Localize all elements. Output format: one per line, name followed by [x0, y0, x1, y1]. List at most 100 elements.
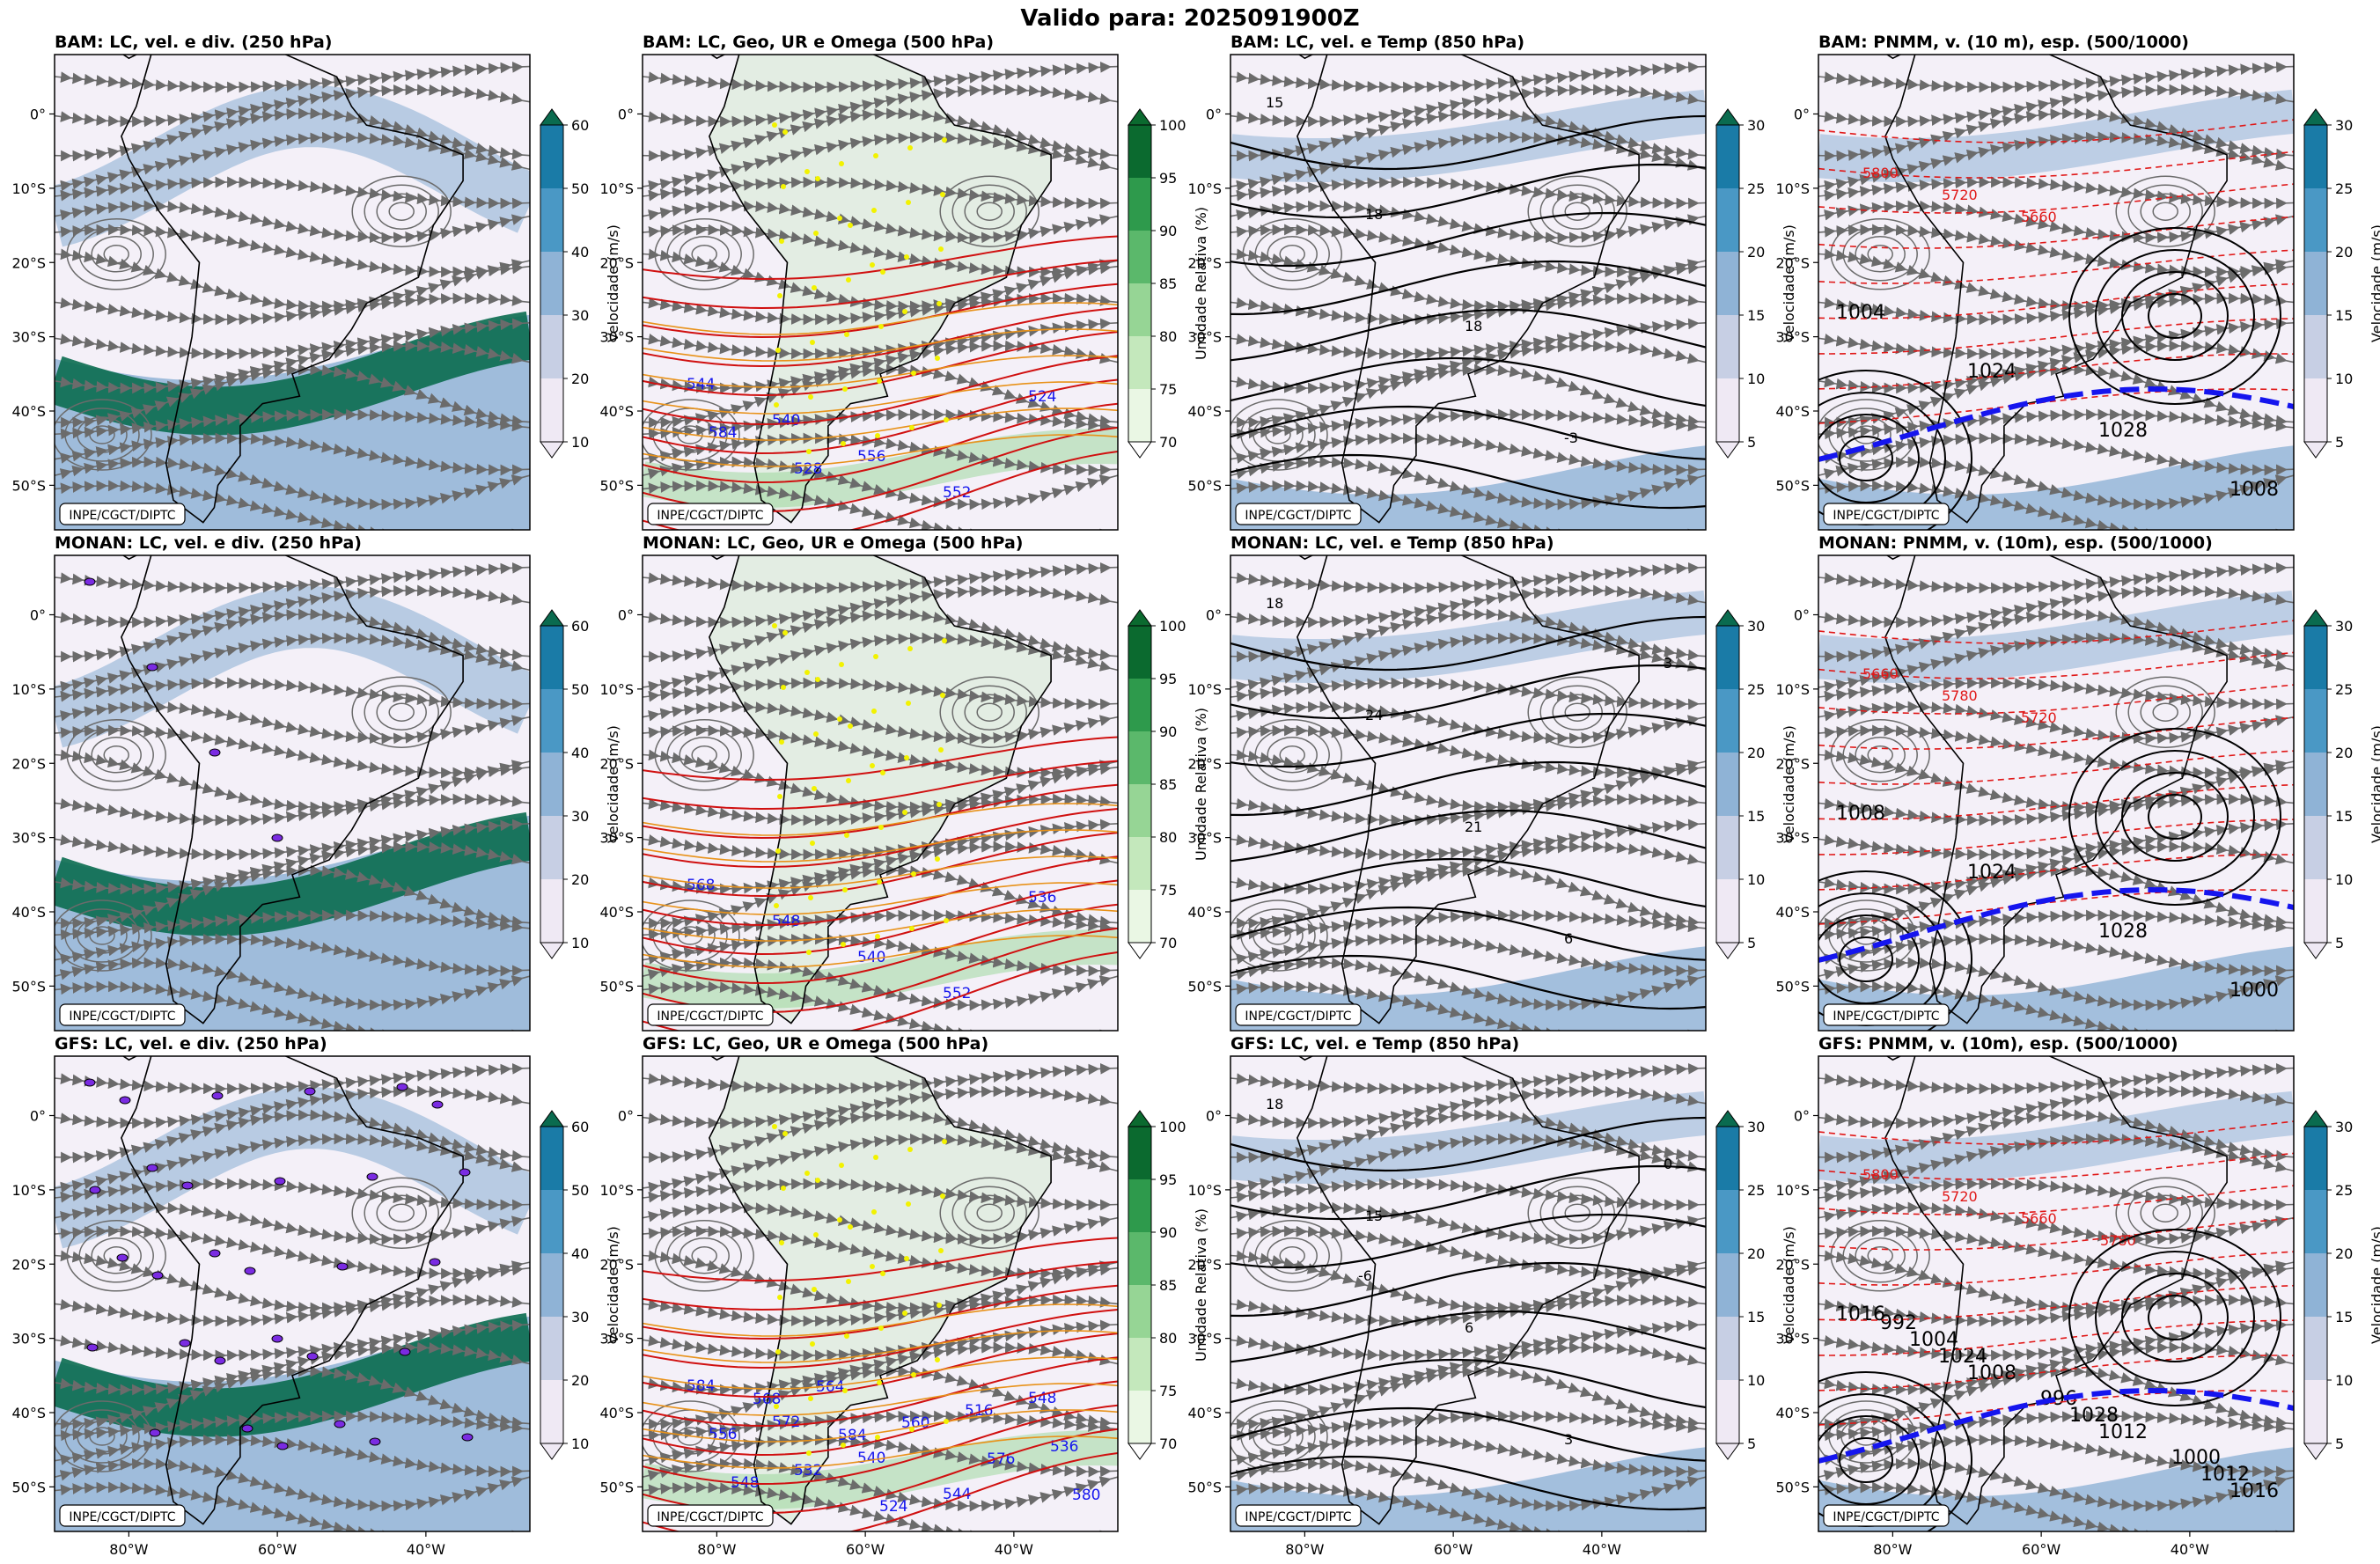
lat-tick-label: 0° [1206, 106, 1222, 123]
colorbar-tick-label: 80 [1159, 328, 1177, 345]
isobar [2095, 249, 2255, 383]
colorbar-tick-label: 80 [1159, 1330, 1177, 1347]
thickness-label: 5780 [2100, 1232, 2136, 1249]
vortex-ring [1867, 245, 1893, 264]
lat-tick-label: 30°S [1775, 1331, 1810, 1347]
omega-isoline [643, 434, 1118, 467]
lon-tick-label: 60°W [258, 1541, 297, 1558]
colorbar-tick-label: 10 [2335, 371, 2353, 387]
vortex-ring [679, 1237, 730, 1274]
colorbar-tick-label: 50 [571, 180, 589, 197]
geopotential-label: 532 [794, 1462, 822, 1480]
thickness-isoline [1818, 1390, 2294, 1426]
colorbar-extend-min [1715, 1443, 1740, 1460]
geopotential-label: 540 [857, 949, 885, 966]
contour-labels: 15 18 18 -3 [1266, 94, 1578, 446]
omega-dot [844, 1333, 849, 1339]
colorbar-tick-label: 50 [571, 1182, 589, 1199]
colorbar-segment [1128, 125, 1151, 178]
thickness-isoline [1818, 183, 2294, 214]
lat-tick-label: 0° [1794, 106, 1810, 123]
streamline [643, 292, 1118, 326]
temperature-isoline [1230, 906, 1706, 961]
isobar [2148, 293, 2202, 339]
panel-title: MONAN: LC, vel. e div. (250 hPa) [55, 533, 362, 553]
streamline [1230, 980, 1700, 1031]
omega-dot [839, 161, 844, 166]
pressure-label: 1028 [2098, 420, 2148, 442]
geopotential-label: 548 [772, 913, 800, 930]
pressure-label: 1000 [2171, 1447, 2221, 1469]
colorbar-segment [1716, 378, 1739, 442]
omega-dot [782, 1131, 788, 1136]
coastline [1297, 1056, 1640, 1525]
vortex-ring [951, 685, 1027, 739]
colorbar-tick-label: 70 [1159, 434, 1177, 451]
temperature-label: 18 [1465, 318, 1482, 334]
vortex-ring [64, 408, 140, 462]
colorbar-segment [540, 315, 563, 378]
omega-dot [808, 895, 813, 900]
colorbar-tick-label: 15 [1747, 808, 1765, 825]
colorbar-extend-min [1128, 441, 1152, 459]
colorbar-segment [1128, 1285, 1151, 1338]
panel-monan-1[interactable]: INPE/CGCT/DIPTC MONAN: LC, vel. e div. (2… [11, 510, 621, 1039]
omega-isoline [643, 1436, 1118, 1469]
temperature-isoline [1230, 1164, 1706, 1221]
panel-gfs-2[interactable]: 5845725405445485565325245165365485645605… [599, 1011, 1209, 1558]
vortex-ring [66, 218, 166, 290]
colorbar-segment [2304, 816, 2327, 879]
streamline [1818, 1133, 2294, 1193]
map-area: 18 24 21 6 3 [1230, 555, 1706, 1031]
divergence-blob [181, 1181, 194, 1190]
geopotential-isoline [643, 259, 1118, 310]
map-area: 1008 1024 1028 1000 5660 5780 5720 [1818, 555, 2294, 1031]
colorbar-tick-label: 15 [2335, 808, 2353, 825]
panel-gfs-1[interactable]: INPE/CGCT/DIPTC GFS: LC, vel. e div. (250… [11, 1011, 621, 1558]
divergence-blob [399, 1347, 411, 1356]
streamline [55, 1481, 524, 1531]
colorbar-extend-max [1128, 1110, 1152, 1127]
omega-dot [940, 192, 945, 197]
lat-tick-label: 50°S [599, 978, 634, 995]
temperature-label: 0 [1664, 1156, 1672, 1172]
omega-dot [935, 1357, 940, 1362]
omega-dot [844, 833, 849, 838]
panel-monan-3[interactable]: 18 24 21 6 3 INPE/CGCT/DIPTC MONAN: LC, vel. e… [1187, 510, 1797, 1039]
omega-isoline [643, 1330, 1118, 1363]
map-frame [54, 554, 531, 1032]
panel-bam-3[interactable]: 15 18 18 -3 INPE/CGCT/DIPTC BAM: LC, vel. e T… [1187, 10, 1797, 539]
vortex-ring [1867, 1246, 1893, 1266]
geopotential-isoline [643, 1380, 1118, 1457]
colorbar-segment [540, 1253, 563, 1317]
panel-bam-1[interactable]: INPE/CGCT/DIPTC BAM: LC, vel. e div. (250… [11, 10, 621, 539]
panel-monan-2[interactable]: 568 548 540 552 536 INPE/CGCT/DIPTC MONAN: LC,… [599, 510, 1209, 1041]
vortex-ring [1267, 1237, 1318, 1274]
pressure-label: 1004 [1909, 1329, 1958, 1351]
pressure-label: 1008 [1967, 1362, 2016, 1384]
omega-dot [873, 153, 878, 158]
colorbar-tick-label: 10 [571, 935, 589, 951]
colorbar: 10 20 30 40 50 60 Velocidade (m/s) [540, 108, 621, 459]
panel-title: GFS: PNMM, v. (10m), esp. (500/1000) [1818, 1034, 2178, 1054]
lat-tick-label: 50°S [11, 1479, 46, 1495]
omega-dot [944, 1419, 949, 1424]
panel-bam-2[interactable]: 544540556552524584528INPE/CGCT/DIPTCBAM:… [599, 10, 1209, 540]
pressure-label: 1028 [2069, 1405, 2119, 1427]
geopotential-isoline [643, 355, 1118, 426]
colorbar-tick-label: 40 [571, 1245, 589, 1262]
isobar [1818, 870, 1972, 1031]
omega-dot [777, 794, 782, 799]
thickness-label: 5720 [1942, 1188, 1978, 1205]
omega-dot [938, 1248, 944, 1253]
panel-monan-4[interactable]: 1008 1024 1028 1000 5660 5780 5720 INPE/CGCT/DI… [1760, 510, 2380, 1047]
vortex-ring [1552, 694, 1603, 731]
panel-gfs-4[interactable]: 1016100810121016102410281012100499610009… [1760, 1011, 2380, 1558]
panel-bam-4[interactable]: 1004 1024 1028 1008 5800 5720 5660 INPE/CGCT/DI… [1760, 10, 2380, 547]
colorbar-segment [2304, 1190, 2327, 1253]
omega-dot [902, 1311, 907, 1316]
colorbar-segment [1716, 1253, 1739, 1317]
omega-dot [772, 623, 777, 628]
